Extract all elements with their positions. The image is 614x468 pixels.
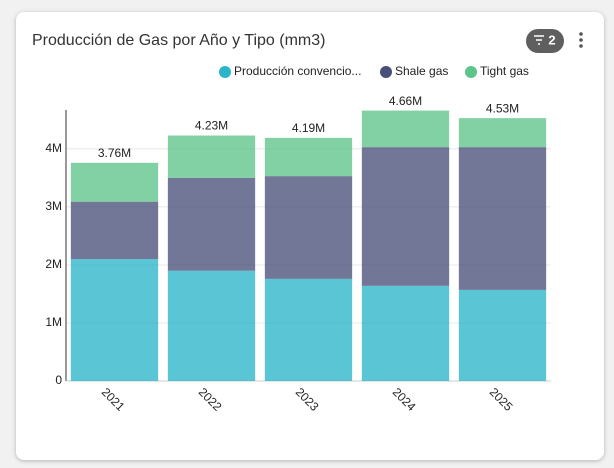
bar-segment (70, 201, 159, 260)
chart-title: Producción de Gas por Año y Tipo (mm3) (32, 32, 325, 49)
bar-segment (264, 278, 353, 381)
y-tick-label: 0 (55, 373, 62, 387)
legend-swatch (465, 66, 477, 78)
legend-label: Producción convencio... (234, 64, 361, 78)
total-label: 3.76M (98, 146, 131, 160)
x-tick-label: 2025 (487, 385, 516, 414)
bar-segment (264, 137, 353, 177)
y-tick-label: 3M (45, 199, 62, 213)
x-tick-label: 2024 (390, 385, 419, 414)
bar-segment (361, 110, 450, 148)
bar-segment (264, 176, 353, 279)
y-tick-label: 2M (45, 257, 62, 271)
x-tick-label: 2021 (99, 385, 128, 414)
filter-count: 2 (548, 32, 555, 47)
bar-segment (167, 270, 256, 381)
bar-segment (458, 289, 547, 381)
legend-label: Tight gas (480, 64, 529, 78)
x-tick-label: 2022 (196, 385, 225, 414)
bar-segment (361, 285, 450, 381)
filter-icon (534, 35, 544, 45)
total-label: 4.19M (292, 121, 325, 135)
total-label: 4.53M (486, 101, 519, 115)
menu-icon[interactable] (579, 32, 583, 48)
bar-segment (458, 118, 547, 148)
legend-swatch (219, 66, 231, 78)
bar-segment (70, 259, 159, 381)
bar-segment (458, 147, 547, 290)
legend-swatch (380, 66, 392, 78)
total-label: 4.23M (195, 119, 228, 133)
total-label: 4.66M (389, 94, 422, 108)
x-tick-label: 2023 (293, 385, 322, 414)
y-tick-label: 4M (45, 141, 62, 155)
filter-button[interactable] (526, 29, 564, 53)
y-tick-label: 1M (45, 315, 62, 329)
bar-segment (167, 135, 256, 178)
legend-label: Shale gas (395, 64, 448, 78)
bar-segment (361, 147, 450, 286)
bar-segment (167, 177, 256, 271)
bar-segment (70, 162, 159, 202)
